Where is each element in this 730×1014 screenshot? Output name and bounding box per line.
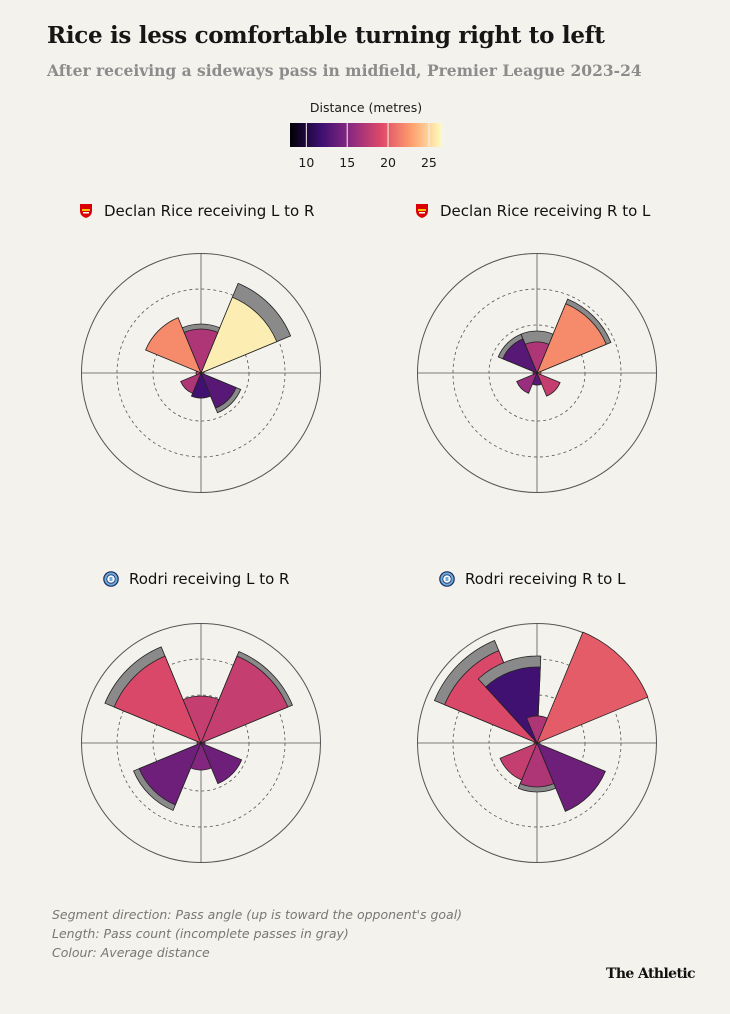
wedge-w <box>533 741 539 745</box>
panel-title-text: Rodri receiving R to L <box>465 570 626 588</box>
wedge-se <box>200 372 237 409</box>
man-city-crest-icon <box>439 571 455 587</box>
chart-title: Rice is less comfortable turning right t… <box>47 22 605 49</box>
wedge-w <box>532 370 539 376</box>
color-legend-bar <box>290 123 442 147</box>
polar-chart-rice-l-to-r <box>81 253 321 493</box>
panel-title-text: Declan Rice receiving L to R <box>104 202 315 220</box>
man-city-crest-icon <box>103 571 119 587</box>
wedge-n <box>526 715 548 745</box>
wedge-nw <box>113 655 202 744</box>
wedge-n <box>183 328 219 375</box>
chart-subtitle: After receiving a sideways pass in midfi… <box>47 61 642 80</box>
footnote-colour: Colour: Average distance <box>52 945 210 960</box>
wedge-s <box>190 741 212 771</box>
panel-title-rice-r-to-l: Declan Rice receiving R to L <box>416 202 651 220</box>
wedge-e <box>535 741 541 745</box>
footnote-direction: Segment direction: Pass angle (up is tow… <box>52 907 463 922</box>
wedge-e <box>535 370 542 376</box>
wedge-w <box>195 370 203 376</box>
panel-title-rice-l-to-r: Declan Rice receiving L to R <box>80 202 315 220</box>
legend-tick-label: 20 <box>380 155 397 170</box>
wedge-nw <box>444 650 538 744</box>
wedge-ne <box>536 631 649 744</box>
wedge-ne <box>200 655 289 744</box>
the-athletic-logo: The Athletic <box>606 966 696 982</box>
wedge-se <box>536 372 561 397</box>
panel-title-text: Rodri receiving L to R <box>129 570 290 588</box>
polar-chart-rodri-l-to-r <box>81 623 321 863</box>
wedge-s <box>531 371 543 386</box>
wedge-sw <box>516 372 538 394</box>
panel-title-rodri-l-to-r: Rodri receiving L to R <box>103 570 290 588</box>
arsenal-crest-icon <box>416 204 428 218</box>
wedge-s <box>519 741 555 788</box>
wedge-nw <box>502 338 538 374</box>
wedge-se <box>536 742 606 812</box>
wedge-e <box>199 371 205 375</box>
footnote-length: Length: Pass count (incomplete passes in… <box>52 926 349 941</box>
legend-tick-label: 10 <box>298 155 315 170</box>
legend-tick-label: 25 <box>420 155 437 170</box>
wedge-n <box>182 695 220 745</box>
wedge-se <box>200 742 243 785</box>
legend-title: Distance (metres) <box>309 100 423 115</box>
wedge-w <box>196 740 203 746</box>
panel-title-text: Declan Rice receiving R to L <box>440 202 651 220</box>
wedge-sw <box>180 372 202 394</box>
wedge-sw <box>499 742 538 781</box>
wedge-nnw <box>485 666 541 744</box>
footnotes: Segment direction: Pass angle (up is tow… <box>52 905 462 962</box>
wedge-s <box>190 371 212 399</box>
legend-tick-label: 15 <box>339 155 356 170</box>
wedge-e <box>199 740 206 746</box>
polar-chart-rodri-r-to-l <box>417 623 657 863</box>
panel-title-rodri-r-to-l: Rodri receiving R to L <box>439 570 626 588</box>
wedge-nw <box>145 317 202 374</box>
arsenal-crest-icon <box>80 204 92 218</box>
wedge-sw <box>138 742 202 806</box>
wedge-ne <box>200 296 278 374</box>
polar-chart-rice-r-to-l <box>417 253 657 493</box>
wedge-ne <box>536 303 607 374</box>
